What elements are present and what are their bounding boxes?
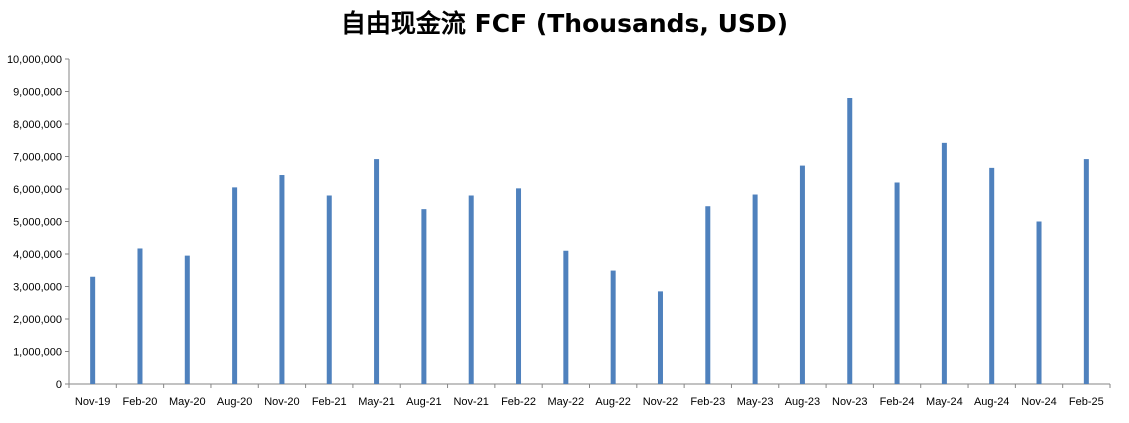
bar [326, 195, 332, 384]
chart-title: 自由现金流 FCF (Thousands, USD) [340, 9, 789, 38]
bar [610, 270, 616, 384]
x-tick-label: Feb-22 [501, 396, 536, 408]
y-tick-label: 4,000,000 [13, 249, 62, 261]
bar [941, 142, 947, 384]
y-tick-label: 9,000,000 [13, 87, 62, 99]
x-tick-label: May-24 [926, 396, 963, 408]
y-tick-label: 5,000,000 [13, 217, 62, 229]
y-tick-label: 0 [56, 379, 62, 391]
bar [90, 276, 96, 384]
y-tick-label: 1,000,000 [13, 347, 62, 359]
x-tick-label: Aug-23 [785, 396, 820, 408]
x-tick-label: Feb-24 [880, 396, 915, 408]
x-tick-label: May-21 [358, 396, 395, 408]
x-tick-label: Aug-20 [217, 396, 252, 408]
x-tick-label: May-22 [547, 396, 584, 408]
bar [232, 187, 238, 384]
x-tick-label: Feb-25 [1069, 396, 1104, 408]
x-tick-label: Nov-19 [75, 396, 110, 408]
x-tick-label: Aug-21 [406, 396, 441, 408]
bar [137, 248, 143, 384]
bar [894, 182, 900, 384]
bar [279, 175, 285, 384]
x-tick-label: May-20 [169, 396, 206, 408]
y-tick-labels: 0 1,000,000 2,000,000 3,000,000 4,000,000 5,0… [7, 54, 62, 391]
bar [184, 255, 190, 384]
x-tick-label: May-23 [737, 396, 774, 408]
y-tick-label: 3,000,000 [13, 282, 62, 294]
y-tick-label: 7,000,000 [13, 152, 62, 164]
bar [657, 291, 663, 384]
bar [799, 165, 805, 384]
bar [1036, 221, 1042, 384]
x-tick-label: Nov-21 [453, 396, 488, 408]
bar [752, 194, 758, 384]
x-tick-label: Aug-22 [595, 396, 630, 408]
bar [705, 206, 711, 384]
bars-group [90, 98, 1089, 384]
x-tick-label: Feb-20 [123, 396, 158, 408]
bar [847, 98, 853, 384]
x-tick-label: Nov-20 [264, 396, 299, 408]
bar [516, 188, 522, 384]
bar [989, 167, 995, 384]
x-tick-label: Feb-21 [312, 396, 347, 408]
y-tick-label: 2,000,000 [13, 314, 62, 326]
y-tick-label: 6,000,000 [13, 184, 62, 196]
x-tick-label: Nov-23 [832, 396, 867, 408]
axes [65, 58, 1111, 388]
x-tick-labels: Nov-19 Feb-20 May-20 Aug-20 Nov-20 Feb-21 May-… [75, 396, 1104, 408]
bar [468, 195, 474, 384]
bar [1083, 159, 1089, 384]
x-tick-label: Nov-22 [643, 396, 678, 408]
bar [374, 159, 380, 384]
x-tick-label: Nov-24 [1021, 396, 1056, 408]
x-tick-label: Aug-24 [974, 396, 1009, 408]
bar [421, 209, 427, 384]
y-tick-label: 10,000,000 [7, 54, 62, 66]
x-tick-label: Feb-23 [690, 396, 725, 408]
bar [563, 250, 569, 384]
y-tick-label: 8,000,000 [13, 119, 62, 131]
